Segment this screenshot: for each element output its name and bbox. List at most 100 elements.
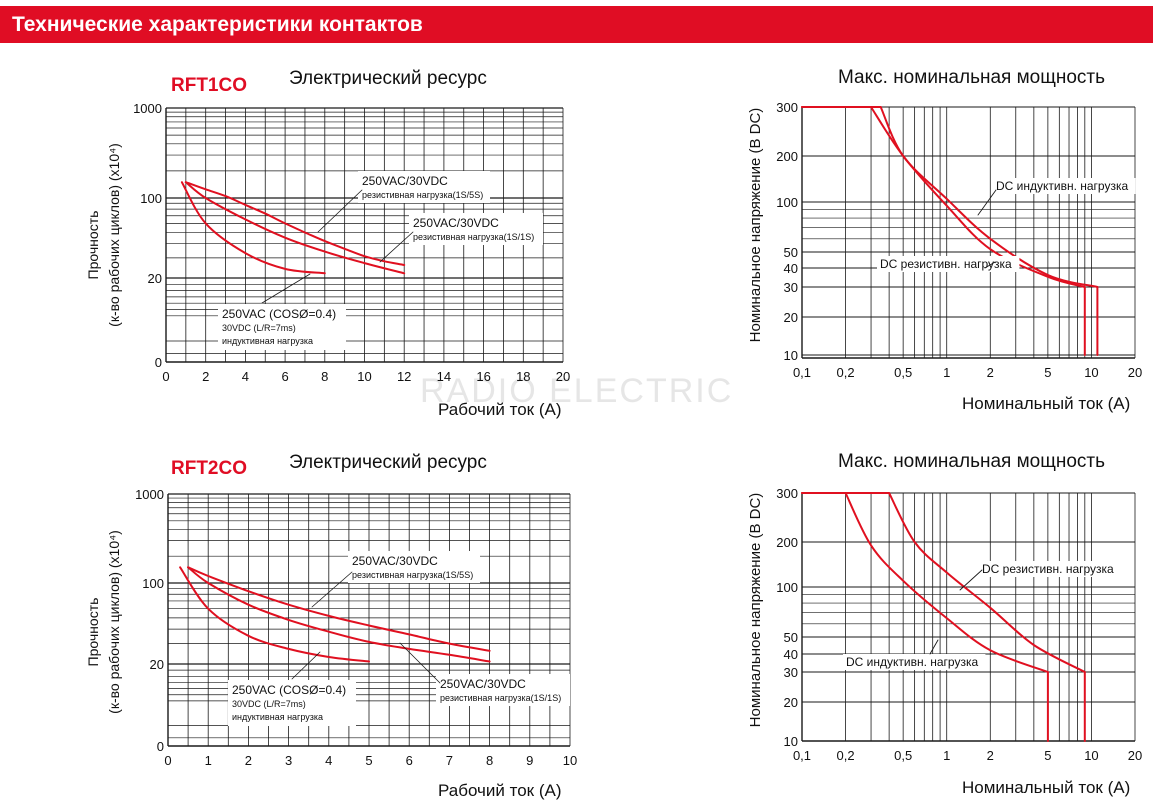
x-tick-label: 2 — [987, 748, 994, 763]
y-tick-label: 200 — [776, 149, 798, 164]
chart-title: Электрический ресурс — [289, 452, 487, 473]
annotation-box — [228, 680, 356, 726]
x-tick-label: 8 — [321, 369, 328, 384]
x-tick-label: 0,5 — [894, 365, 912, 380]
x-tick-label: 4 — [242, 369, 249, 384]
x-tick-label: 10 — [357, 369, 371, 384]
annotation-box — [358, 171, 490, 203]
x-tick-label: 2 — [245, 753, 252, 768]
x-axis-label: Рабочий ток (А) — [438, 781, 562, 800]
series-label-box — [877, 256, 1020, 272]
annotation-text: 250VAC/30VDC — [352, 554, 438, 568]
x-tick-label: 0,2 — [837, 748, 855, 763]
annotation-leader — [317, 189, 363, 233]
x-tick-label: 0,2 — [837, 365, 855, 380]
x-tick-label: 20 — [1128, 365, 1142, 380]
x-tick-label: 6 — [281, 369, 288, 384]
y-tick-label: 30 — [784, 280, 798, 295]
y-tick-label: 100 — [776, 580, 798, 595]
annotation-text: индуктивная нагрузка — [222, 336, 313, 346]
annotation-text: резистивная нагрузка(1S/1S) — [440, 693, 561, 703]
annotation-text: 30VDC (L/R=7ms) — [222, 323, 296, 333]
x-axis-label: Номинальный ток (А) — [962, 778, 1130, 797]
x-tick-label: 5 — [1044, 365, 1051, 380]
y-tick-label: 10 — [784, 348, 798, 363]
annotation-box — [218, 304, 346, 350]
y-tick-label: 50 — [784, 630, 798, 645]
rft2co-power: 0,1 0,2 0,5 1 2 5 10 20 10 20 30 40 50 100 200 300 Макс.… — [747, 451, 1142, 797]
y-tick-label: 100 — [776, 195, 798, 210]
x-tick-label: 0,1 — [793, 365, 811, 380]
y-axis-label: Номинальное напряжение (В DC) — [747, 493, 764, 728]
x-tick-label: 9 — [526, 753, 533, 768]
x-tick-label: 12 — [397, 369, 411, 384]
y-axis-label: Прочность — [85, 598, 101, 667]
x-tick-label: 0 — [162, 369, 169, 384]
y-tick-label: 0 — [155, 355, 162, 370]
x-tick-label: 6 — [406, 753, 413, 768]
annotation-text: индуктивная нагрузка — [232, 712, 323, 722]
series-label-leader — [929, 639, 939, 655]
x-tick-label: 10 — [563, 753, 577, 768]
y-axis-label: Прочность — [85, 211, 101, 280]
x-tick-label: 0 — [164, 753, 171, 768]
series-label: DC резистивн. нагрузка — [982, 562, 1114, 576]
annotation-text: 30VDC (L/R=7ms) — [232, 699, 306, 709]
annotation-leader — [311, 571, 353, 608]
annotation-text: 250VAC (COSØ=0.4) — [232, 683, 346, 697]
y-axis-label: (к-во рабочих циклов) (x10⁴) — [106, 530, 122, 714]
annotation-text: 250VAC (COSØ=0.4) — [222, 307, 336, 321]
x-tick-label: 1 — [205, 753, 212, 768]
annotation-text: 250VAC/30VDC — [362, 174, 448, 188]
x-tick-label: 10 — [1084, 748, 1098, 763]
series-label-leader — [977, 189, 997, 216]
series-label-box — [979, 561, 1122, 577]
y-tick-label: 1000 — [133, 101, 162, 116]
y-tick-label: 100 — [142, 576, 164, 591]
series-line — [187, 566, 491, 663]
y-tick-label: 20 — [148, 271, 162, 286]
annotation-leader — [379, 231, 414, 263]
annotation-text: резистивная нагрузка(1S/1S) — [413, 232, 534, 242]
x-tick-label: 14 — [437, 369, 451, 384]
y-tick-label: 30 — [784, 665, 798, 680]
x-tick-label: 2 — [987, 365, 994, 380]
annotation-box — [348, 551, 480, 583]
series-label: DC индуктивн. нагрузка — [996, 179, 1128, 193]
chart-title: Макс. номинальная мощность — [838, 451, 1105, 472]
series-label-box — [843, 654, 986, 670]
x-tick-label: 0,5 — [894, 748, 912, 763]
x-tick-label: 16 — [476, 369, 490, 384]
x-tick-label: 10 — [1084, 365, 1098, 380]
annotation-leader — [399, 642, 441, 684]
annotation-text: 250VAC/30VDC — [413, 216, 499, 230]
y-axis-label: Номинальное напряжение (В DC) — [747, 108, 764, 343]
x-tick-label: 1 — [943, 365, 950, 380]
series-line — [870, 106, 1086, 288]
y-tick-label: 1000 — [135, 487, 164, 502]
x-axis-label: Рабочий ток (А) — [438, 400, 562, 419]
series-line — [184, 181, 406, 275]
series-label-leader — [984, 261, 996, 269]
x-tick-label: 5 — [365, 753, 372, 768]
x-tick-label: 4 — [325, 753, 332, 768]
y-tick-label: 50 — [784, 245, 798, 260]
x-tick-label: 18 — [516, 369, 530, 384]
series-line — [180, 181, 326, 275]
y-tick-label: 100 — [140, 191, 162, 206]
series-label-leader — [959, 569, 983, 591]
y-tick-label: 20 — [784, 310, 798, 325]
x-tick-label: 20 — [1128, 748, 1142, 763]
x-tick-label: 7 — [446, 753, 453, 768]
annotation-text: 250VAC/30VDC — [440, 677, 526, 691]
y-axis-label: (к-во рабочих циклов) (x10⁴) — [106, 143, 122, 327]
y-tick-label: 10 — [784, 734, 798, 749]
model-label: RFT1CO — [171, 75, 247, 96]
series-line — [888, 492, 1086, 673]
y-tick-label: 300 — [776, 486, 798, 501]
y-tick-label: 300 — [776, 100, 798, 115]
y-tick-label: 40 — [784, 261, 798, 276]
